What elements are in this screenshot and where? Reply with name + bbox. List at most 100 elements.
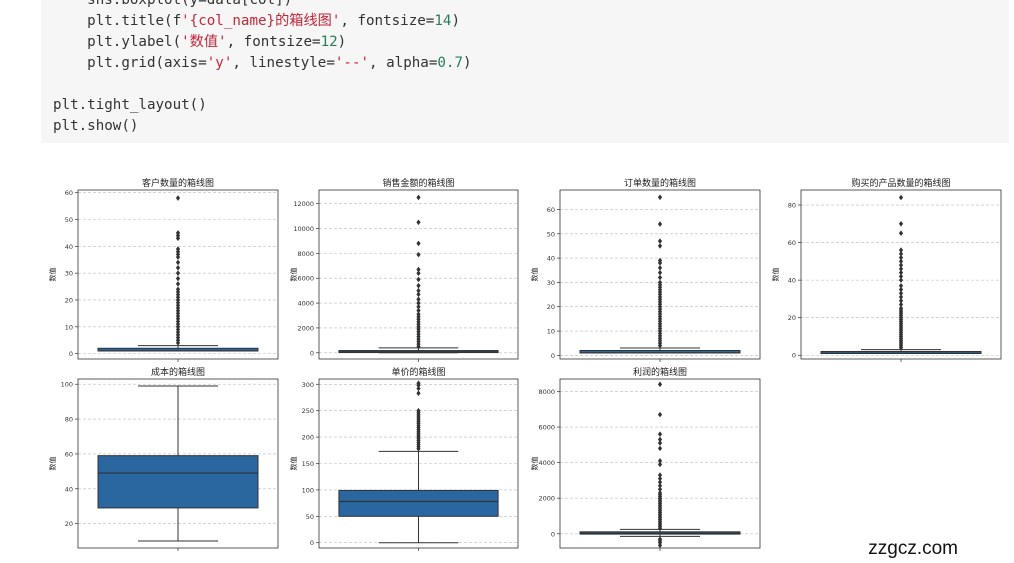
- outlier-point: [657, 472, 663, 478]
- outlier-point: [416, 276, 421, 283]
- y-axis-label: 数值: [771, 268, 780, 282]
- y-tick-label: 300: [302, 381, 314, 389]
- y-axis-label: 数值: [48, 268, 57, 282]
- outlier-point: [175, 281, 181, 287]
- y-tick-label: 60: [547, 206, 555, 214]
- outlier-point: [657, 458, 663, 464]
- y-axis-label: 数值: [48, 457, 57, 471]
- y-tick-label: 50: [65, 216, 73, 224]
- outlier-point: [898, 262, 904, 268]
- outlier-point: [416, 307, 421, 314]
- y-tick-label: 4000: [538, 459, 555, 467]
- subplot-title: 客户数量的箱线图: [142, 177, 214, 189]
- subplot-title: 购买的产品数量的箱线图: [851, 177, 950, 189]
- subplot-title: 销售金额的箱线图: [382, 177, 454, 189]
- y-tick-label: 6000: [538, 424, 555, 432]
- outlier-point: [416, 219, 421, 226]
- outlier-point: [416, 291, 421, 298]
- outlier-point: [657, 490, 663, 496]
- outlier-point: [416, 311, 421, 318]
- code-token: plt.show(): [53, 118, 139, 134]
- y-tick-label: 0: [551, 352, 555, 360]
- outlier-point: [657, 436, 663, 443]
- y-tick-label: 10: [547, 328, 555, 336]
- code-line: plt.show(): [53, 117, 138, 135]
- y-tick-label: 100: [61, 381, 73, 389]
- outlier-point: [898, 247, 904, 253]
- y-tick-label: 20: [547, 303, 555, 311]
- outlier-point: [898, 254, 904, 261]
- y-tick-label: 0: [69, 350, 73, 358]
- code-token: plt.ylabel(: [53, 34, 182, 50]
- outlier-point: [657, 265, 663, 271]
- y-tick-label: 60: [65, 189, 73, 197]
- outlier-point: [898, 269, 904, 276]
- y-tick-label: 50: [306, 513, 314, 521]
- outlier-point: [898, 266, 904, 272]
- outlier-point: [175, 270, 181, 276]
- code-token: 14: [434, 13, 452, 29]
- code-token: ): [451, 13, 460, 29]
- outlier-point: [657, 274, 663, 281]
- outlier-point: [657, 238, 663, 244]
- outlier-point: [657, 479, 663, 485]
- code-line: sns.boxplot(y=data[col]): [53, 0, 292, 9]
- outlier-point: [657, 440, 663, 446]
- outlier-point: [898, 297, 904, 304]
- outlier-point: [416, 287, 421, 294]
- code-token: sns.boxplot(y=data[col]): [53, 0, 293, 8]
- y-tick-label: 2000: [538, 495, 555, 503]
- code-token: 'y': [206, 55, 233, 71]
- outlier-point: [657, 431, 663, 437]
- y-tick-label: 4000: [297, 300, 314, 308]
- y-tick-label: 0: [792, 352, 796, 360]
- subplot-title: 成本的箱线图: [151, 366, 205, 378]
- outlier-point: [175, 264, 181, 271]
- y-tick-label: 6000: [297, 275, 314, 283]
- code-cell: sns.boxplot(y=data[col]) plt.title(f'{co…: [41, 0, 1009, 143]
- y-axis-label: 数值: [289, 268, 298, 282]
- code-line: plt.title(f'{col_name}的箱线图', fontsize=14…: [53, 12, 460, 30]
- iqr-box: [97, 455, 259, 509]
- outlier-point: [416, 251, 421, 258]
- outlier-point: [416, 407, 421, 414]
- outlier-point: [416, 390, 421, 397]
- outlier-point: [898, 301, 904, 308]
- outlier-point: [175, 286, 181, 293]
- outlier-point: [416, 304, 421, 310]
- outlier-point: [657, 194, 663, 201]
- outlier-point: [175, 246, 181, 252]
- code-token: , fontsize=: [226, 34, 321, 50]
- y-tick-label: 10000: [293, 225, 314, 233]
- outlier-point: [898, 273, 904, 280]
- code-line: plt.tight_layout(): [53, 96, 207, 114]
- outlier-point: [416, 266, 421, 273]
- code-token: 12: [320, 34, 338, 50]
- code-token: , linestyle=: [232, 55, 335, 71]
- y-tick-label: 30: [547, 279, 555, 287]
- outlier-point: [657, 221, 663, 227]
- outlier-point: [657, 486, 663, 493]
- y-tick-label: 150: [302, 460, 314, 468]
- y-tick-label: 12000: [293, 200, 314, 208]
- outlier-point: [898, 221, 904, 227]
- subplot-title: 单价的箱线图: [391, 366, 445, 378]
- code-token: plt.tight_layout(): [53, 97, 207, 113]
- y-tick-label: 0: [310, 539, 314, 547]
- y-tick-label: 60: [65, 450, 73, 458]
- outlier-point: [898, 230, 904, 236]
- outlier-point: [898, 282, 904, 289]
- y-tick-label: 8000: [538, 388, 555, 396]
- y-tick-label: 200: [302, 434, 314, 442]
- y-tick-label: 40: [788, 277, 796, 285]
- outlier-point: [898, 277, 904, 283]
- outlier-point: [175, 195, 181, 201]
- iqr-box: [338, 489, 499, 517]
- y-tick-label: 80: [65, 416, 73, 424]
- outlier-point: [657, 445, 663, 452]
- watermark: zzgcz.com: [868, 538, 958, 559]
